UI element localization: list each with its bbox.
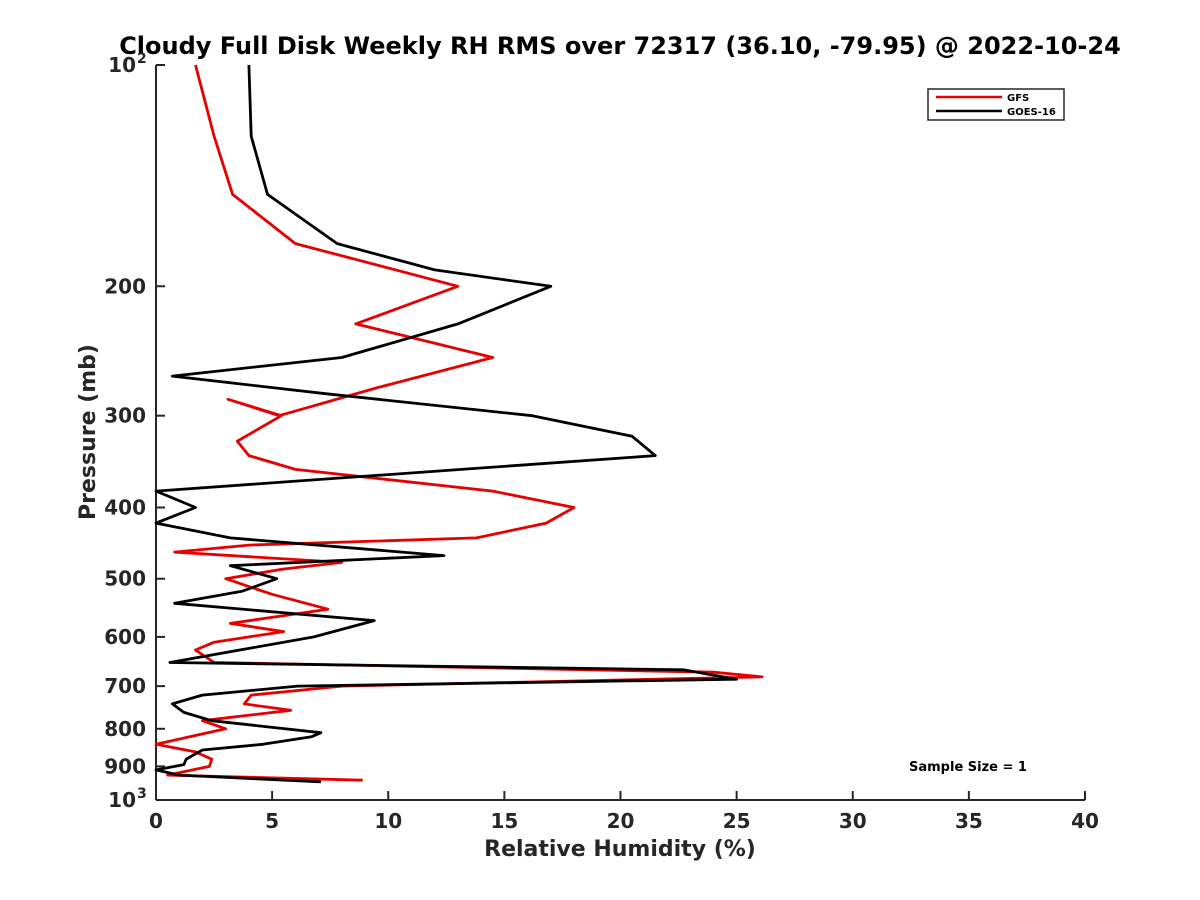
y-tick-exponent: 2 bbox=[137, 51, 147, 67]
y-tick-label: 500 bbox=[104, 567, 146, 591]
legend: GFS GOES-16 bbox=[927, 88, 1065, 121]
y-tick-label: 300 bbox=[104, 404, 146, 428]
legend-label-gfs: GFS bbox=[1007, 93, 1029, 104]
sample-size-annotation: Sample Size = 1 bbox=[909, 760, 1027, 775]
x-tick-label: 35 bbox=[955, 809, 983, 833]
x-tick-label: 5 bbox=[265, 809, 279, 833]
y-tick-label: 600 bbox=[104, 625, 146, 649]
x-tick-label: 15 bbox=[490, 809, 518, 833]
legend-box bbox=[927, 88, 1065, 121]
y-axis-label: Pressure (mb) bbox=[76, 344, 101, 520]
plot-area: 0 5 10 15 20 25 30 35 40 10 220030040050060070080… bbox=[104, 51, 1099, 833]
x-tick-label: 30 bbox=[839, 809, 867, 833]
x-tick-label: 40 bbox=[1071, 809, 1099, 833]
y-tick-label: 200 bbox=[104, 274, 146, 298]
series-lines bbox=[154, 64, 764, 784]
y-tick-exponent: 3 bbox=[137, 786, 147, 802]
series-line-goes-16 bbox=[154, 64, 738, 784]
x-axis-ticks: 0 5 10 15 20 25 30 35 40 bbox=[149, 791, 1099, 833]
series-line-gfs bbox=[154, 64, 764, 782]
y-tick-label: 10 bbox=[108, 788, 136, 812]
y-tick-label: 10 bbox=[108, 53, 136, 77]
y-tick-label: 900 bbox=[104, 754, 146, 778]
y-tick-label: 700 bbox=[104, 674, 146, 698]
x-axis-label: Relative Humidity (%) bbox=[484, 837, 756, 862]
x-tick-label: 20 bbox=[607, 809, 635, 833]
y-tick-label: 400 bbox=[104, 496, 146, 520]
x-tick-label: 0 bbox=[149, 809, 163, 833]
chart-title: Cloudy Full Disk Weekly RH RMS over 7231… bbox=[119, 32, 1121, 60]
x-tick-label: 10 bbox=[374, 809, 402, 833]
x-tick-label: 25 bbox=[723, 809, 751, 833]
y-tick-label: 800 bbox=[104, 717, 146, 741]
legend-label-goes16: GOES-16 bbox=[1007, 107, 1056, 118]
